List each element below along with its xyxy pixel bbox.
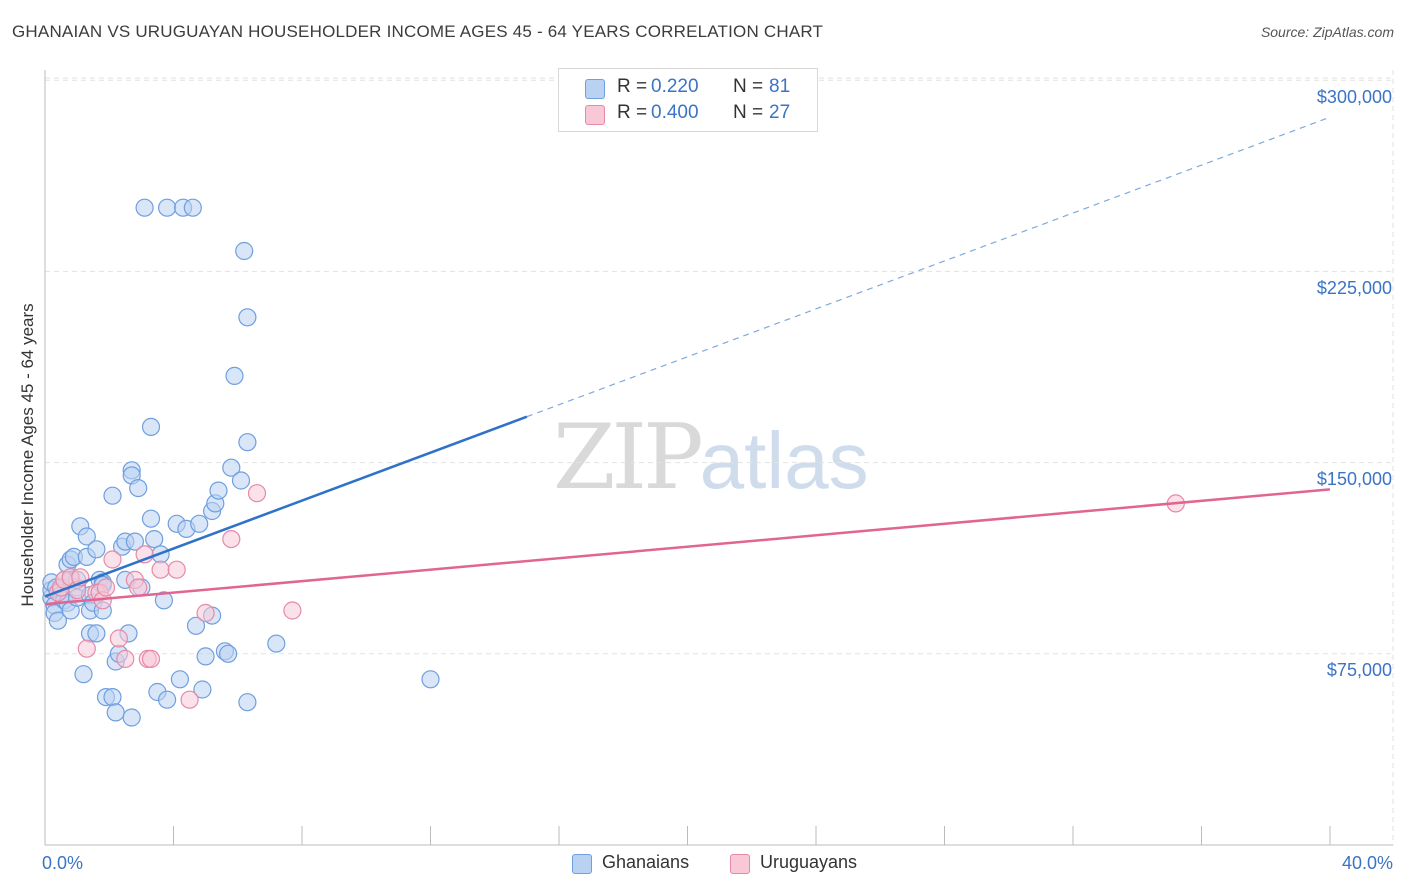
ghanaian-point xyxy=(158,198,177,217)
uruguayan-point xyxy=(151,560,170,579)
correlation-legend: R = 0.220 N = 81 R = 0.400 N = 27 xyxy=(558,68,818,132)
y-tick-300000: $300,000 xyxy=(1316,87,1392,107)
y-tick-75000: $75,000 xyxy=(1326,660,1392,680)
ghanaian-point xyxy=(129,479,148,498)
ghanaian-point xyxy=(141,509,161,528)
ghanaian-point xyxy=(145,529,164,549)
ghanaian-point xyxy=(238,308,257,327)
legend-swatch-ghanaians xyxy=(585,79,605,99)
ghanaian-point xyxy=(170,670,189,689)
ghanaian-point xyxy=(238,433,257,452)
x-tick-max: 40.0% xyxy=(1341,853,1393,873)
legend-swatch-uruguayans xyxy=(585,105,605,125)
ghanaian-point xyxy=(190,514,209,533)
uruguayan-point xyxy=(129,578,148,597)
ghanaian-point xyxy=(122,708,141,727)
legend-n-value-ghanaians: 81 xyxy=(769,76,791,97)
bottom-legend-swatch-ghanaians xyxy=(572,854,592,874)
legend-r-label: R = xyxy=(617,76,648,97)
ghanaian-point xyxy=(158,690,177,709)
bottom-legend-label-ghanaians: Ghanaians xyxy=(602,852,690,872)
y-tick-225000: $225,000 xyxy=(1316,278,1392,298)
trendline-extension xyxy=(526,116,1331,418)
uruguayan-point xyxy=(167,560,186,579)
ghanaian-trendline-extension xyxy=(526,116,1331,418)
ghanaian-point xyxy=(183,198,202,217)
ghanaian-point xyxy=(103,486,122,505)
uruguayan-point xyxy=(141,649,161,669)
y-axis-label: Householder Income Ages 45 - 64 years xyxy=(18,303,37,607)
legend-r-value-ghanaians: 0.220 xyxy=(651,76,699,97)
axes xyxy=(44,70,1393,846)
bottom-legend-label-uruguayans: Uruguayans xyxy=(760,852,858,872)
uruguayan-point xyxy=(103,550,122,569)
y-tick-150000: $150,000 xyxy=(1316,469,1392,489)
uruguayan-point xyxy=(109,629,129,648)
ghanaian-point xyxy=(74,665,93,684)
ghanaian-point xyxy=(196,647,215,666)
ghanaian-point xyxy=(106,703,125,722)
uruguayan-point xyxy=(116,649,135,669)
ghanaian-point xyxy=(87,624,106,643)
ghanaian-point xyxy=(103,687,122,707)
ghanaian-point xyxy=(154,591,173,610)
uruguayan-point xyxy=(247,484,267,503)
ghanaian-point xyxy=(87,540,106,559)
ghanaian-point xyxy=(77,527,96,546)
x-tick-min: 0.0% xyxy=(42,853,84,873)
legend-n-label: N = xyxy=(733,102,764,123)
trendlines xyxy=(44,415,1331,606)
ghanaian-point xyxy=(135,198,154,217)
uruguayan-trendline xyxy=(44,488,1331,606)
uruguayan-point xyxy=(196,603,215,623)
bottom-legend-swatch-uruguayans xyxy=(730,854,750,874)
grid-lines xyxy=(45,70,1394,845)
legend-n-label: N = xyxy=(733,76,764,97)
ghanaian-point xyxy=(219,644,238,663)
ghanaian-trendline xyxy=(44,415,528,598)
ghanaian-point xyxy=(225,366,244,385)
uruguayan-point xyxy=(96,578,116,597)
legend-r-value-uruguayans: 0.400 xyxy=(651,102,699,123)
uruguayan-point xyxy=(283,601,302,620)
ghanaian-point xyxy=(209,481,228,500)
ghanaian-point xyxy=(421,670,440,689)
ghanaian-point xyxy=(193,680,212,699)
uruguayan-point xyxy=(180,690,199,709)
uruguayan-point xyxy=(77,639,96,658)
ghanaian-point xyxy=(125,532,144,551)
ghanaian-point xyxy=(186,616,206,635)
ghanaian-point xyxy=(267,634,286,653)
uruguayan-point xyxy=(222,529,241,549)
legend-n-value-uruguayans: 27 xyxy=(769,102,791,123)
ghanaian-point xyxy=(222,458,241,477)
chart-title: GHANAIAN VS URUGUAYAN HOUSEHOLDER INCOME… xyxy=(12,22,824,41)
ghanaian-point xyxy=(141,417,161,436)
ghanaian-point xyxy=(48,611,68,630)
ghanaian-point xyxy=(231,471,251,490)
source-label: Source: ZipAtlas.com xyxy=(1260,24,1394,40)
legend-r-label: R = xyxy=(617,102,648,123)
ghanaian-point xyxy=(235,241,254,261)
ghanaian-point xyxy=(238,693,257,712)
